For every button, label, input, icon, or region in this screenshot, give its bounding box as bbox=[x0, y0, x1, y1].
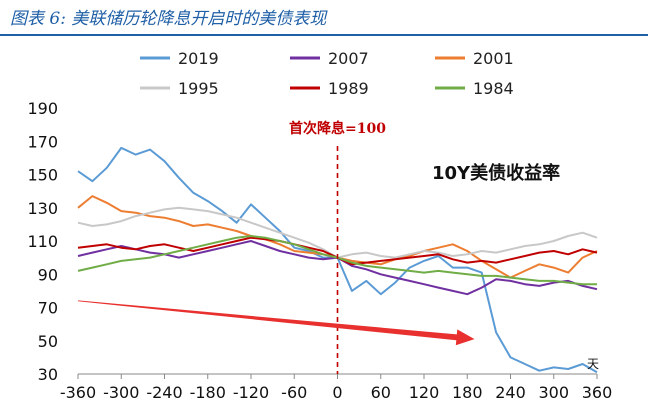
chart: 2019 2007 2001 1995 1989 1984 -360 -300 -240 -18… bbox=[27, 49, 613, 402]
title-bar: 图表 6: 美联储历轮降息开启时的美债表现 bbox=[0, 0, 648, 36]
first-cut-label: 首次降息=100 bbox=[289, 120, 386, 137]
legend-label-2007: 2007 bbox=[328, 49, 369, 68]
x-tick-label: 60 bbox=[371, 383, 391, 402]
x-tick-label: -360 bbox=[60, 383, 96, 402]
series-line-1995 bbox=[77, 206, 598, 259]
legend-label-1989: 1989 bbox=[328, 79, 369, 98]
chart-title: 10Y美债收益率 bbox=[432, 162, 560, 184]
x-tick-label: 360 bbox=[582, 383, 613, 402]
page-title: 图表 6: 美联储历轮降息开启时的美债表现 bbox=[10, 9, 327, 29]
x-unit-label: 天 bbox=[587, 357, 599, 371]
x-tick-label: -180 bbox=[190, 383, 226, 402]
legend-label-2001: 2001 bbox=[473, 49, 514, 68]
x-tick-label: -60 bbox=[281, 383, 307, 402]
legend: 2019 2007 2001 1995 1989 1984 bbox=[140, 49, 514, 98]
legend-label-1995: 1995 bbox=[178, 79, 219, 98]
x-tick-label: -240 bbox=[146, 383, 182, 402]
x-tick-label: 180 bbox=[452, 383, 483, 402]
series-line-1989 bbox=[77, 236, 598, 266]
legend-label-1984: 1984 bbox=[473, 79, 514, 98]
x-tick-label: 300 bbox=[538, 383, 569, 402]
y-tick-label: 130 bbox=[27, 199, 58, 218]
y-tick-label: 170 bbox=[27, 132, 58, 151]
annotations: 首次降息=100 10Y美债收益率 bbox=[78, 120, 560, 374]
x-tick-label: 240 bbox=[495, 383, 526, 402]
legend-label-2019: 2019 bbox=[178, 49, 219, 68]
trend-arrow bbox=[78, 300, 475, 346]
x-tick-label: -300 bbox=[103, 383, 139, 402]
y-tick-label: 30 bbox=[38, 365, 58, 384]
y-tick-label: 70 bbox=[38, 299, 58, 318]
x-tick-label: 120 bbox=[409, 383, 440, 402]
y-tick-label: 50 bbox=[38, 332, 58, 351]
y-tick-label: 90 bbox=[38, 265, 58, 284]
y-tick-label: 190 bbox=[27, 99, 58, 118]
y-tick-label: 110 bbox=[27, 232, 58, 251]
x-tick-label: -120 bbox=[233, 383, 269, 402]
y-tick-label: 150 bbox=[27, 166, 58, 185]
x-tick-label: 0 bbox=[332, 383, 342, 402]
